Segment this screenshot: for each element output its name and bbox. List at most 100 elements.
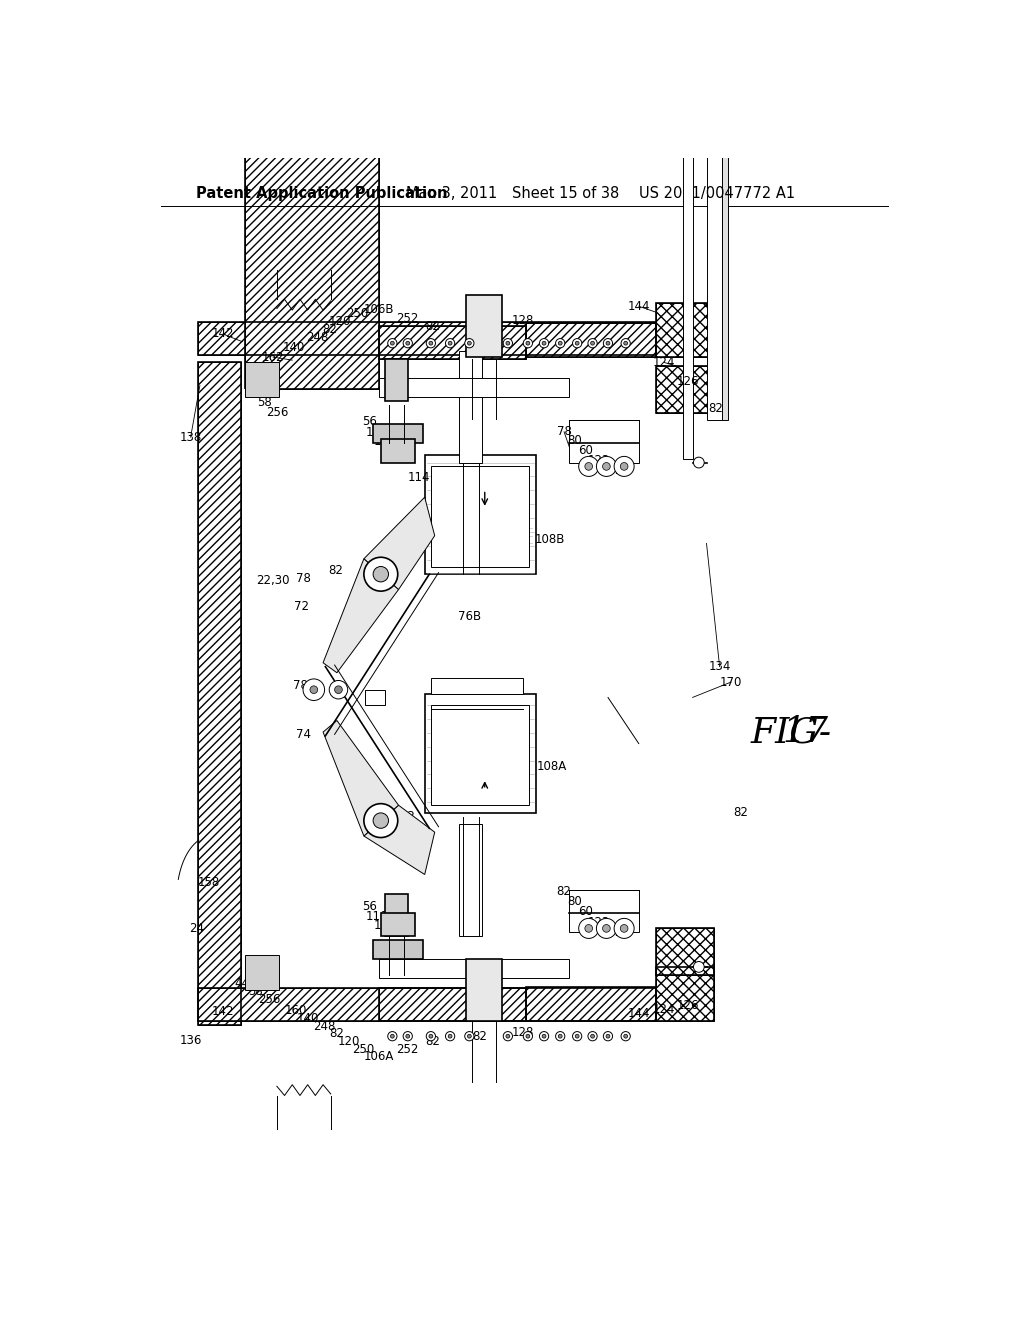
Text: 140: 140	[297, 1012, 318, 1026]
Text: 82: 82	[473, 1030, 487, 1043]
Bar	[373, 940, 423, 960]
Text: 250: 250	[352, 1043, 374, 1056]
Circle shape	[540, 339, 549, 348]
Bar	[656, 928, 714, 974]
Circle shape	[467, 1035, 471, 1038]
Circle shape	[406, 1035, 410, 1038]
Text: 170: 170	[720, 676, 742, 689]
Text: 82: 82	[426, 319, 440, 333]
Text: 144: 144	[628, 300, 650, 313]
Text: Mar. 3, 2011: Mar. 3, 2011	[407, 186, 498, 201]
Circle shape	[364, 557, 397, 591]
Text: 56: 56	[361, 416, 377, 428]
Circle shape	[310, 686, 317, 693]
Bar	[385, 359, 408, 401]
Circle shape	[585, 924, 593, 932]
Text: 138: 138	[179, 430, 202, 444]
Text: D: D	[478, 515, 492, 533]
Bar	[656, 304, 714, 358]
Circle shape	[603, 339, 612, 348]
Bar	[379, 989, 525, 1020]
Text: 128: 128	[512, 1026, 535, 1039]
Text: 76B: 76B	[458, 610, 481, 623]
Bar	[425, 455, 537, 574]
Text: 112: 112	[374, 436, 396, 449]
Circle shape	[449, 1035, 452, 1038]
Bar	[199, 363, 241, 1024]
Circle shape	[596, 919, 616, 939]
Text: 72: 72	[294, 601, 309, 612]
Bar	[656, 968, 714, 1020]
Bar	[656, 304, 714, 358]
Circle shape	[579, 919, 599, 939]
Circle shape	[606, 1035, 610, 1038]
Circle shape	[429, 1035, 433, 1038]
Circle shape	[465, 1032, 474, 1040]
Text: 78: 78	[293, 680, 307, 693]
Bar	[425, 693, 537, 813]
Bar	[385, 894, 408, 936]
Text: 82: 82	[400, 810, 415, 824]
Bar	[381, 440, 416, 462]
Text: 140: 140	[283, 341, 305, 354]
Circle shape	[503, 339, 512, 348]
Circle shape	[602, 924, 610, 932]
Circle shape	[364, 804, 397, 838]
Text: 134: 134	[709, 660, 731, 673]
Circle shape	[588, 339, 597, 348]
Circle shape	[556, 1032, 565, 1040]
Bar	[431, 678, 523, 693]
Text: 82: 82	[709, 403, 723, 416]
Bar	[656, 366, 714, 412]
Text: 162: 162	[262, 351, 285, 363]
Bar	[199, 363, 241, 1024]
Text: 158: 158	[198, 875, 220, 888]
Text: 80: 80	[567, 434, 583, 447]
Text: 114: 114	[408, 829, 430, 842]
Text: 252: 252	[396, 1043, 419, 1056]
Circle shape	[540, 1032, 549, 1040]
Text: Sheet 15 of 38: Sheet 15 of 38	[512, 186, 620, 201]
Bar	[199, 322, 656, 355]
Bar	[569, 420, 639, 462]
Bar	[466, 960, 503, 1020]
Bar	[366, 690, 385, 705]
Bar	[431, 466, 528, 566]
Bar	[381, 913, 416, 936]
Text: 58: 58	[248, 985, 263, 998]
Circle shape	[621, 924, 628, 932]
Circle shape	[406, 342, 410, 345]
Bar	[199, 322, 656, 355]
Circle shape	[335, 686, 342, 693]
Text: 108A: 108A	[537, 760, 567, 774]
Text: 114: 114	[408, 471, 430, 484]
Bar	[707, 0, 722, 420]
Text: 82: 82	[330, 1027, 344, 1040]
Text: 106A: 106A	[365, 1051, 394, 1064]
Text: 60: 60	[579, 906, 593, 917]
Circle shape	[588, 1032, 597, 1040]
Circle shape	[572, 339, 582, 348]
Text: 82: 82	[734, 807, 749, 820]
Circle shape	[624, 342, 628, 345]
Text: 128: 128	[512, 314, 535, 326]
Text: 76A: 76A	[458, 776, 481, 788]
Bar	[460, 825, 482, 936]
Text: 120: 120	[337, 1035, 359, 1048]
Circle shape	[591, 342, 595, 345]
Circle shape	[403, 339, 413, 348]
Circle shape	[585, 462, 593, 470]
Text: 136: 136	[179, 1034, 202, 1047]
Bar	[525, 323, 656, 358]
Circle shape	[429, 342, 433, 345]
Circle shape	[693, 457, 705, 469]
Circle shape	[542, 342, 546, 345]
Bar	[245, 956, 280, 990]
Circle shape	[558, 1035, 562, 1038]
Circle shape	[526, 1035, 529, 1038]
Circle shape	[445, 1032, 455, 1040]
Text: 106B: 106B	[364, 302, 394, 315]
Text: 120: 120	[329, 315, 351, 329]
Bar	[525, 323, 656, 358]
Text: 80: 80	[567, 895, 583, 908]
